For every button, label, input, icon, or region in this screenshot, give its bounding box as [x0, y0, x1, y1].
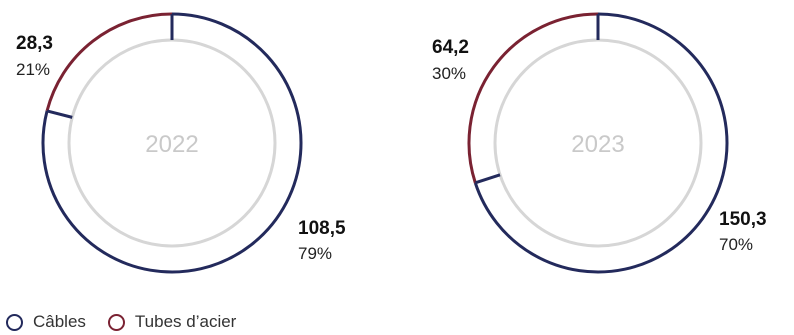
slice-cables: [473, 12, 729, 274]
legend-label: Tubes d’acier: [134, 312, 237, 331]
legend-label: Câbles: [33, 312, 86, 331]
center-label: 2022: [145, 131, 198, 158]
slice-tubes-acier: [467, 12, 599, 184]
slice-cables: [41, 12, 303, 274]
legend-circle-icon: [107, 313, 125, 331]
percent-label-tubes: 30%: [432, 64, 466, 83]
legend-item-tubes-acier: Tubes d’acier: [107, 312, 237, 332]
value-label-cables: 108,5: [298, 218, 346, 239]
percent-label-cables: 70%: [719, 235, 753, 254]
percent-label-cables: 79%: [298, 244, 332, 263]
slice-divider: [474, 173, 501, 185]
legend: Câbles Tubes d’acier: [6, 312, 258, 332]
percent-label-tubes: 21%: [16, 60, 50, 79]
slice-divider: [46, 109, 73, 119]
donut-chart-2023: 2023 64,2 30% 150,3 70%: [432, 12, 767, 274]
slice-tubes-acier: [45, 12, 173, 112]
value-label-tubes: 64,2: [432, 37, 469, 58]
donut-chart-2022: 2022 28,3 21% 108,5 79%: [16, 12, 346, 274]
center-label: 2023: [571, 131, 624, 158]
legend-item-cables: Câbles: [6, 312, 86, 332]
value-label-tubes: 28,3: [16, 33, 53, 54]
legend-circle-icon: [6, 313, 23, 331]
value-label-cables: 150,3: [719, 209, 767, 230]
